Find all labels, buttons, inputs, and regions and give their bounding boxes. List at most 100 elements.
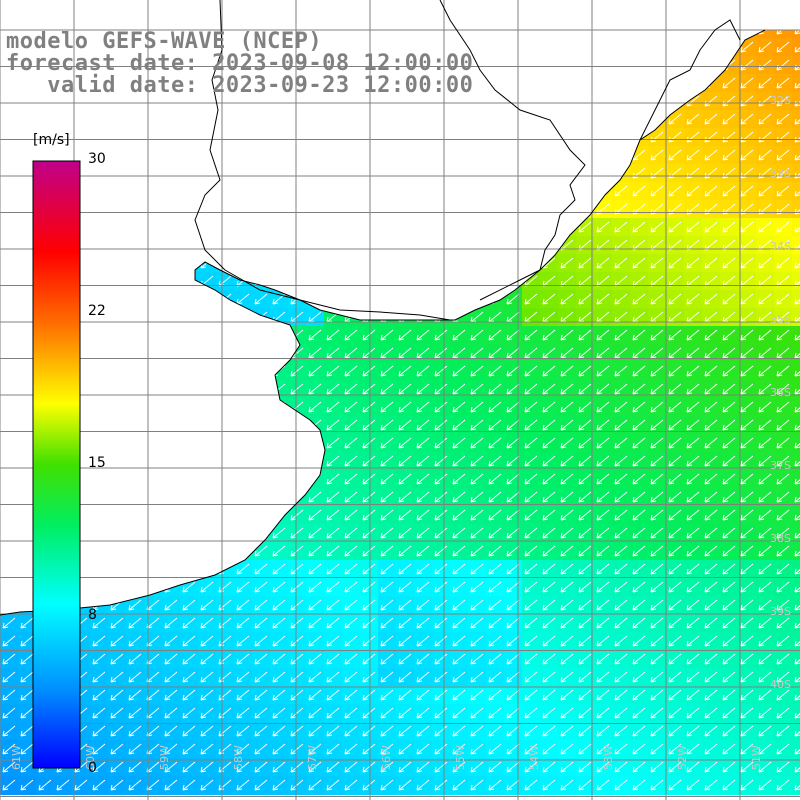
wind-arrow <box>578 419 592 431</box>
wind-cell <box>612 668 631 687</box>
wind-arrow <box>578 257 592 269</box>
wind-arrow <box>596 761 610 773</box>
wind-arrow <box>650 653 664 665</box>
wind-cell <box>666 344 685 363</box>
wind-arrow <box>686 725 700 737</box>
wind-cell <box>594 398 613 417</box>
wind-arrow <box>614 599 628 611</box>
wind-arrow <box>758 329 772 341</box>
wind-arrow <box>776 743 790 755</box>
wind-cell <box>540 704 559 723</box>
wind-cell <box>630 416 649 435</box>
wind-cell <box>738 596 757 615</box>
wind-arrow <box>488 653 502 665</box>
wind-arrow <box>704 761 718 773</box>
wind-arrow <box>758 635 772 647</box>
wind-arrow <box>524 437 538 449</box>
wind-arrow <box>542 401 556 413</box>
wind-cell <box>720 218 739 237</box>
wind-arrow <box>254 671 268 683</box>
wind-arrow <box>794 388 800 395</box>
wind-cell <box>684 506 703 525</box>
wind-cell <box>558 560 577 579</box>
wind-arrow <box>776 59 790 71</box>
wind-cell <box>720 236 739 255</box>
wind-cell <box>324 722 343 741</box>
wind-arrow <box>380 437 394 449</box>
wind-arrow <box>722 113 736 125</box>
wind-cell <box>414 470 433 489</box>
wind-cell <box>774 776 793 795</box>
wind-arrow <box>524 365 538 377</box>
wind-cell <box>648 416 667 435</box>
wind-arrow <box>488 437 502 449</box>
wind-cell <box>720 362 739 381</box>
wind-arrow <box>794 298 800 305</box>
wind-cell <box>738 200 757 219</box>
wind-cell <box>306 326 325 345</box>
wind-cell <box>414 380 433 399</box>
wind-arrow <box>272 599 286 611</box>
wind-cell <box>162 722 181 741</box>
wind-cell <box>342 596 361 615</box>
wind-cell <box>720 416 739 435</box>
wind-arrow <box>632 491 646 503</box>
wind-arrow <box>344 437 358 449</box>
wind-arrow <box>650 617 664 629</box>
wind-arrow <box>560 635 574 647</box>
wind-arrow <box>200 743 214 755</box>
wind-arrow <box>344 563 358 575</box>
wind-cell <box>306 704 325 723</box>
wind-cell <box>288 308 307 327</box>
wind-cell <box>162 704 181 723</box>
wind-cell <box>720 524 739 543</box>
wind-cell <box>216 632 235 651</box>
wind-cell <box>720 740 739 759</box>
wind-arrow <box>794 550 800 557</box>
wind-cell <box>180 758 199 777</box>
wind-arrow <box>380 401 394 413</box>
wind-cell <box>720 560 739 579</box>
wind-arrow <box>758 437 772 449</box>
wind-arrow <box>290 653 304 665</box>
wind-arrow <box>578 401 592 413</box>
wind-arrow <box>722 419 736 431</box>
wind-arrow <box>758 653 772 665</box>
wind-arrow <box>326 545 340 557</box>
wind-cell <box>558 704 577 723</box>
wind-cell <box>684 164 703 183</box>
wind-arrow <box>668 185 682 197</box>
wind-arrow <box>704 347 718 359</box>
wind-arrow <box>722 707 736 719</box>
wind-arrow <box>326 599 340 611</box>
wind-arrow <box>308 599 322 611</box>
wind-arrow <box>308 581 322 593</box>
wind-cell <box>540 614 559 633</box>
wind-cell <box>288 524 307 543</box>
wind-arrow <box>614 761 628 773</box>
wind-arrow <box>542 455 556 467</box>
wind-cell <box>666 146 685 165</box>
wind-cell <box>720 398 739 417</box>
wind-cell <box>594 272 613 291</box>
wind-cell <box>414 560 433 579</box>
wind-arrow <box>20 761 34 773</box>
wind-cell <box>666 686 685 705</box>
wind-arrow <box>182 725 196 737</box>
wind-cell <box>306 578 325 597</box>
wind-arrow <box>686 743 700 755</box>
wind-arrow <box>758 707 772 719</box>
wind-arrow <box>560 419 574 431</box>
wind-arrow <box>326 779 340 791</box>
wind-arrow <box>686 509 700 521</box>
wind-arrow <box>236 671 250 683</box>
wind-arrow <box>578 509 592 521</box>
wind-cell <box>558 290 577 309</box>
wind-cell <box>684 308 703 327</box>
wind-arrow <box>668 419 682 431</box>
wind-arrow <box>704 185 718 197</box>
wind-arrow <box>254 617 268 629</box>
wind-cell <box>432 416 451 435</box>
wind-cell <box>738 434 757 453</box>
wind-arrow <box>686 635 700 647</box>
